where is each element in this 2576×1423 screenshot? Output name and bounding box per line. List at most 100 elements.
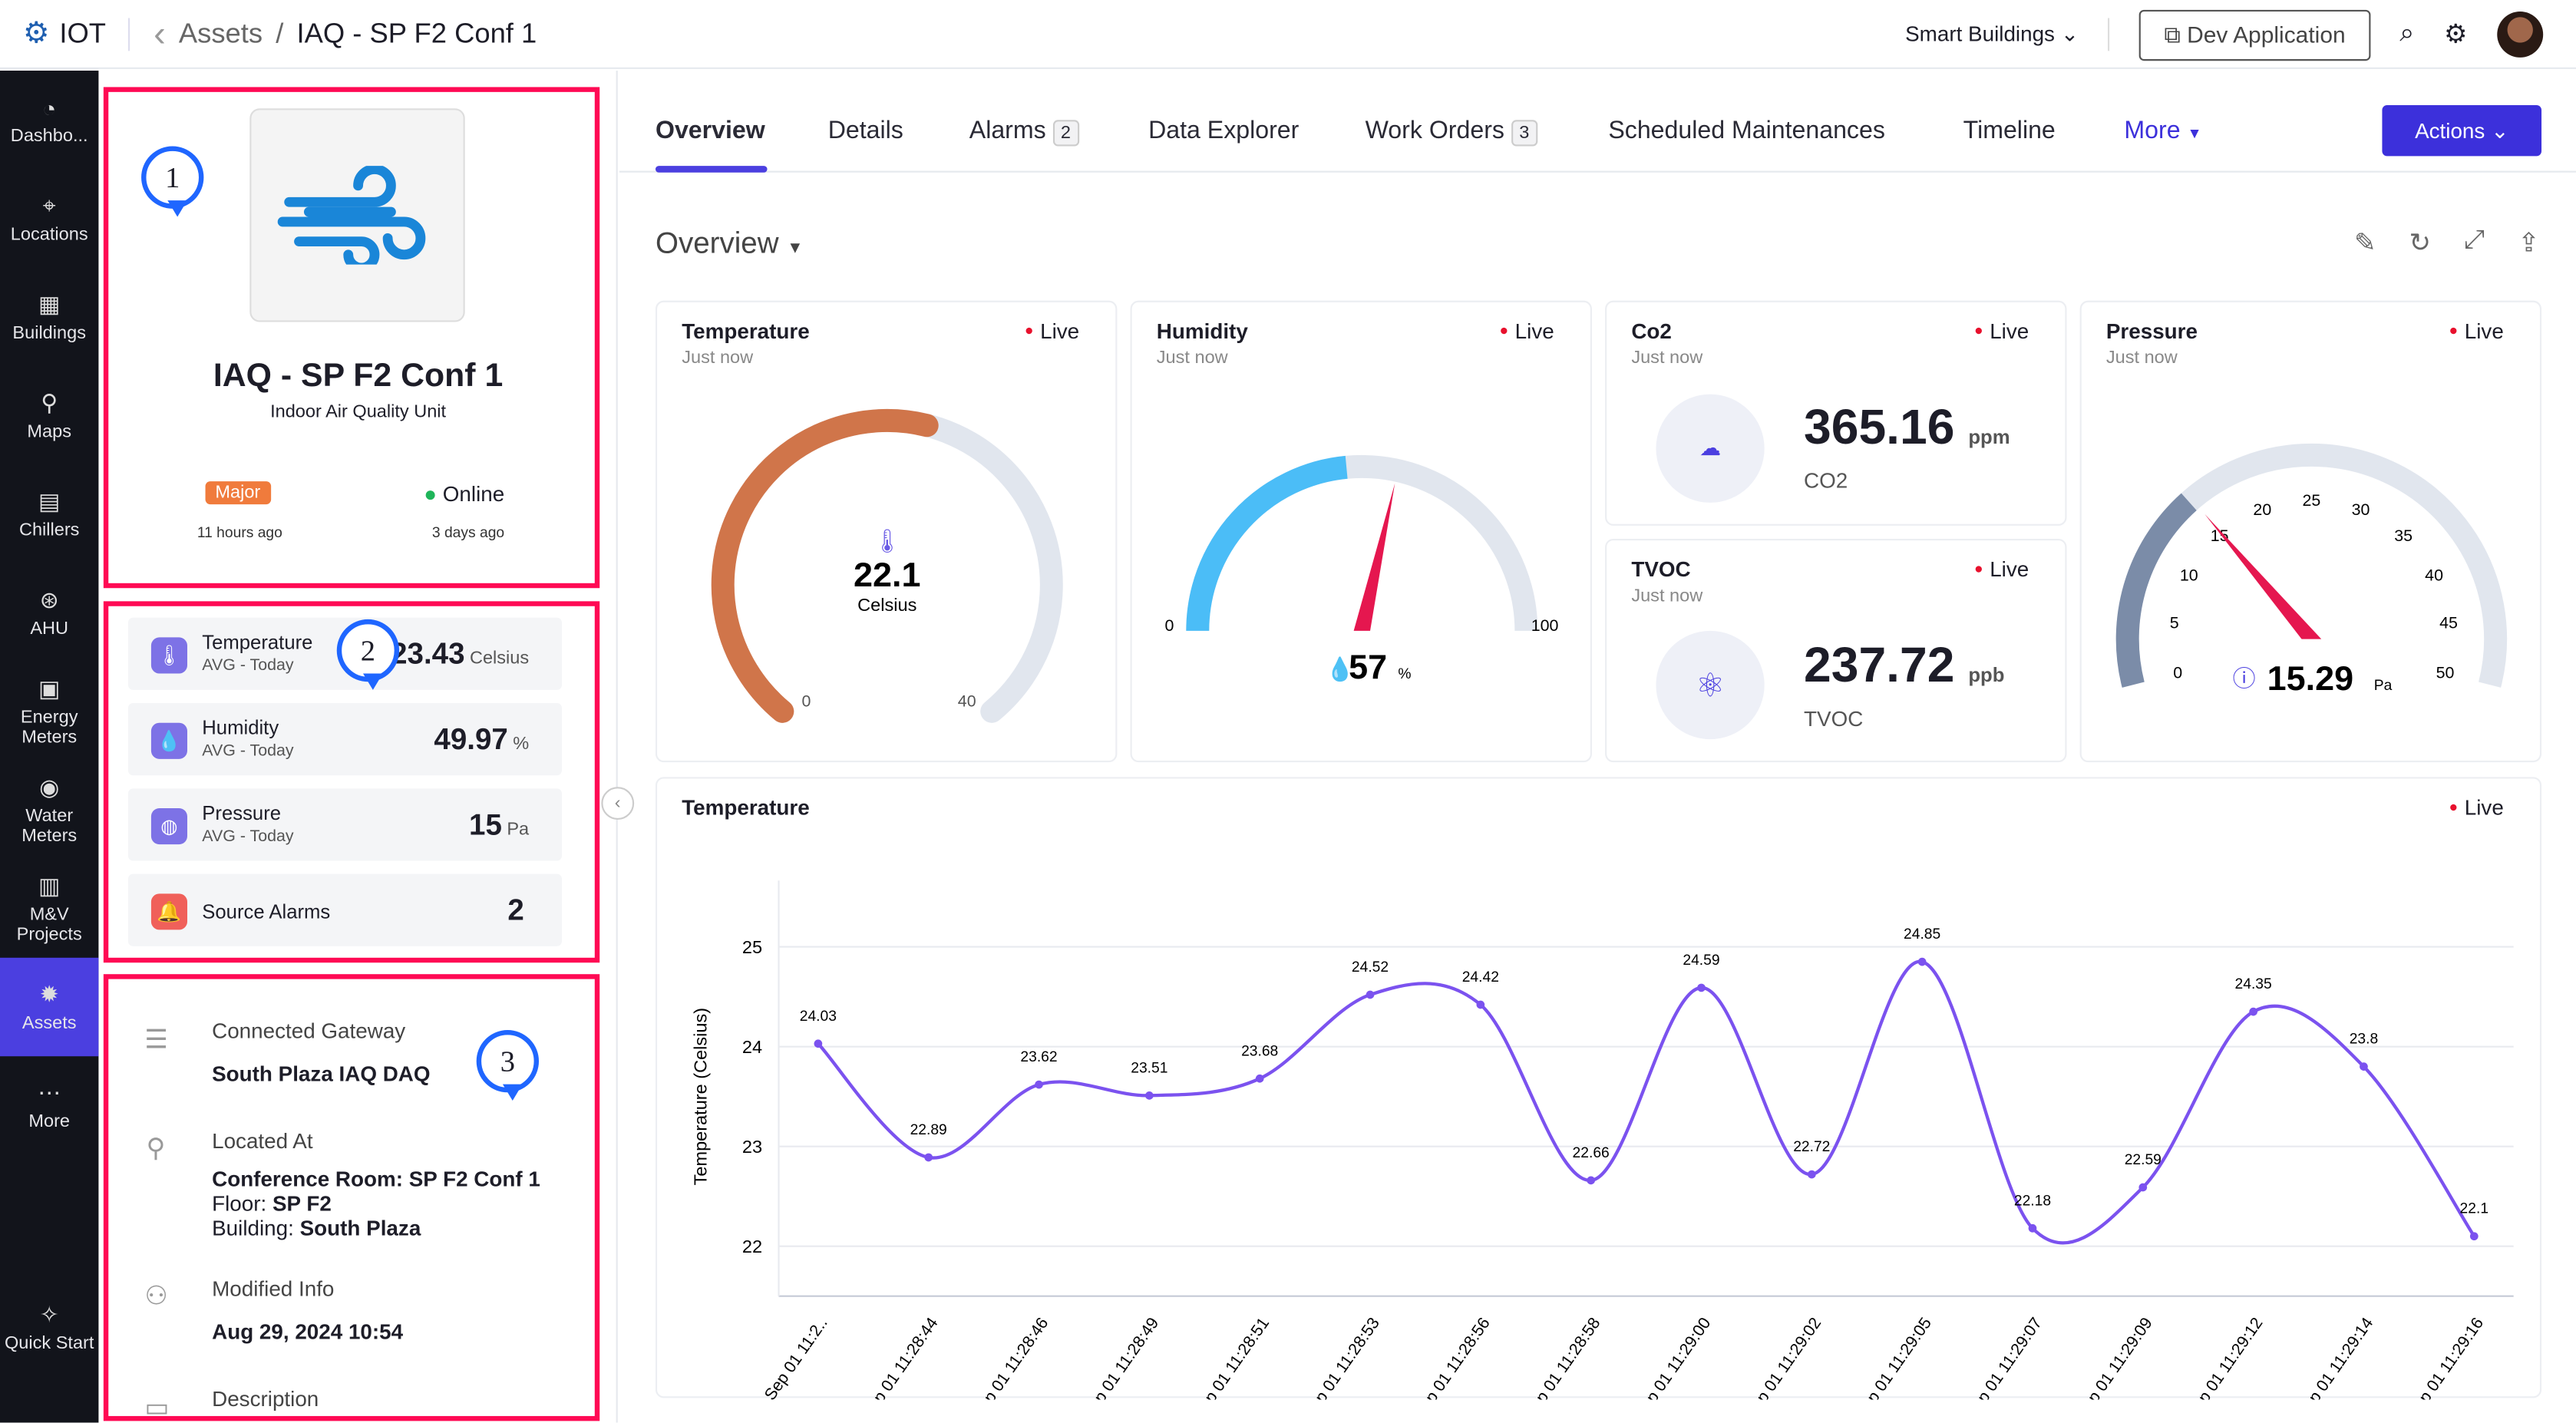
molecule-icon: ⚛ (1656, 630, 1765, 740)
dev-application-button[interactable]: ⧉ Dev Application (2139, 8, 2370, 61)
sidebar-item-locations[interactable]: ⌖ Locations (0, 169, 98, 267)
stat-humidity[interactable]: 💧 Humidity AVG - Today 49.97% (127, 703, 562, 776)
tvoc-card[interactable]: TVOC Just now Live ⚛ 237.72 ppb TVOC (1605, 539, 2067, 763)
sidebar-item-label: M&V Projects (16, 905, 82, 945)
status-time: 3 days ago (431, 523, 505, 541)
data-point (1587, 1176, 1596, 1185)
overview-dropdown[interactable]: Overview ▼ (656, 226, 803, 261)
live-indicator: Live (1974, 557, 2029, 582)
data-label: 24.03 (800, 1009, 837, 1025)
data-point (2249, 1007, 2257, 1016)
search-icon[interactable]: ⌕ (2399, 19, 2415, 48)
stat-title: Humidity (202, 716, 279, 740)
x-tick-label: Sep 01 11:29:07 (1962, 1314, 2046, 1399)
sidebar-item-buildings[interactable]: ▦ Buildings (0, 268, 98, 366)
gauge-fill (2115, 493, 2197, 688)
sidebar-item-chillers[interactable]: ▤ Chillers (0, 465, 98, 563)
x-tick-label: Sep 01 11:28:44 (858, 1314, 942, 1400)
chart-title: Temperature (682, 794, 810, 820)
x-tick-label: Sep 01 11:28:53 (1300, 1314, 1383, 1399)
bell-icon: 🔔 (150, 893, 187, 930)
actions-button[interactable]: Actions ⌄ (2382, 104, 2542, 157)
data-point (814, 1039, 823, 1048)
sidebar-icon: ⚲ (41, 389, 58, 416)
sidebar-item-maps[interactable]: ⚲ Maps (0, 366, 98, 464)
sidebar: ◔ Dashbo... ⌖ Locations ▦ Buildings ⚲ Maps ▤ Chil… (0, 71, 99, 1423)
refresh-icon[interactable]: ↻ (2409, 229, 2432, 259)
co2-unit: ppm (1968, 425, 2010, 449)
gauge-fill (1186, 455, 1348, 631)
sidebar-item-energy-meters[interactable]: ▣ Energy Meters (0, 662, 98, 761)
modified-label: Modified Info (212, 1276, 335, 1302)
tab-timeline[interactable]: Timeline (1963, 117, 2056, 144)
sidebar-item-m-v-projects[interactable]: ▥ M&V Projects (0, 859, 98, 957)
co2-card[interactable]: Co2 Just now Live ☁ 365.16 ppm CO2 (1605, 300, 2067, 526)
app-name: IOT (59, 17, 107, 49)
external-link-icon: ⧉ (2164, 20, 2181, 47)
series-line (817, 959, 2476, 1245)
tab-details[interactable]: Details (828, 117, 903, 144)
stat-title: Temperature (202, 630, 313, 654)
stat-unit: % (513, 734, 530, 754)
status-label: Online (442, 481, 505, 507)
gauge-tick-label: 30 (2352, 500, 2370, 519)
sidebar-item-water-meters[interactable]: ◉ Water Meters (0, 761, 98, 859)
floor-value[interactable]: SP F2 (272, 1190, 332, 1216)
sidebar-item-label: Locations (10, 225, 88, 245)
breadcrumb-assets[interactable]: Assets (178, 17, 263, 49)
sidebar-item-dashbo-[interactable]: ◔ Dashbo... (0, 71, 98, 169)
app-logo[interactable]: ⚙ IOT (23, 16, 106, 51)
tvoc-label: TVOC (1804, 706, 1864, 731)
sidebar-item-ahu[interactable]: ⊛ AHU (0, 563, 98, 662)
gauge-tick-label: 50 (2436, 664, 2455, 682)
x-tick-label: Sep 01 11:28:46 (969, 1314, 1052, 1399)
data-label: 23.62 (1020, 1049, 1057, 1065)
tab-alarms[interactable]: Alarms 2 (969, 117, 1079, 147)
avatar[interactable] (2497, 11, 2544, 58)
data-point (1697, 983, 1706, 992)
sidebar-item-quick-start[interactable]: ✧ Quick Start (0, 1278, 98, 1376)
export-icon[interactable]: ⇪ (2518, 229, 2540, 259)
stat-pressure[interactable]: ◍ Pressure AVG - Today 15 Pa (127, 788, 562, 861)
expand-icon[interactable]: ⤢ (2463, 226, 2485, 255)
collapse-panel-button[interactable]: ‹ (601, 787, 635, 820)
dev-application-label: Dev Application (2187, 20, 2346, 47)
sidebar-icon: ⊛ (39, 586, 59, 613)
data-label: 24.42 (1462, 969, 1499, 986)
tab-more[interactable]: More ▼ (2124, 117, 2201, 144)
building-key: Building: (212, 1215, 294, 1240)
tab-data-explorer[interactable]: Data Explorer (1148, 117, 1299, 144)
top-bar: ⚙ IOT ‹ Assets / IAQ - SP F2 Conf 1 Smart Bu… (0, 0, 2576, 69)
stat-subtitle: AVG - Today (202, 827, 294, 847)
back-icon[interactable]: ‹ (154, 12, 166, 54)
room-value[interactable]: Conference Room: SP F2 Conf 1 (212, 1166, 540, 1191)
edit-icon[interactable]: ✎ (2353, 229, 2376, 259)
gauge-value: 22.1 (854, 555, 920, 594)
tab-overview[interactable]: Overview (656, 117, 765, 144)
site-selector[interactable]: Smart Buildings ⌄ (1905, 21, 2079, 48)
data-point (924, 1153, 933, 1162)
gateway-value[interactable]: South Plaza IAQ DAQ (212, 1061, 431, 1086)
humidity-card[interactable]: Humidity Just now Live 0 100 💧57% (1130, 300, 1592, 763)
sidebar-item-assets[interactable]: ✹ Assets (0, 957, 99, 1057)
tab-work-orders[interactable]: Work Orders 3 (1366, 117, 1538, 147)
status-dot-icon: ● (424, 481, 438, 507)
sidebar-icon: ▦ (38, 290, 61, 318)
sidebar-icon: ◔ (42, 94, 57, 121)
x-tick-label: Sep 01 11:28:49 (1078, 1314, 1162, 1399)
severity-badge: Major (205, 481, 271, 505)
sidebar-item-more[interactable]: ⋯ More (0, 1056, 98, 1154)
building-value[interactable]: South Plaza (299, 1215, 421, 1240)
humidity-gauge: 0 100 💧57% (1164, 454, 1559, 686)
x-tick-label: Sep 01 11:28:51 (1189, 1314, 1273, 1399)
gear-icon[interactable]: ⚙ (2444, 21, 2468, 50)
stat-source-alarms[interactable]: 🔔 Source Alarms 2 (127, 873, 562, 946)
card-subtitle: Just now (1631, 586, 1703, 606)
tab-scheduled-maintenances[interactable]: Scheduled Maintenances (1608, 117, 1885, 144)
pressure-card[interactable]: Pressure Just now Live 0 5 10 15 20 25 30 35 40 4… (2079, 300, 2542, 763)
data-label: 22.72 (1793, 1139, 1830, 1155)
gauge-min: 0 (1164, 616, 1174, 635)
data-point (2469, 1232, 2479, 1241)
